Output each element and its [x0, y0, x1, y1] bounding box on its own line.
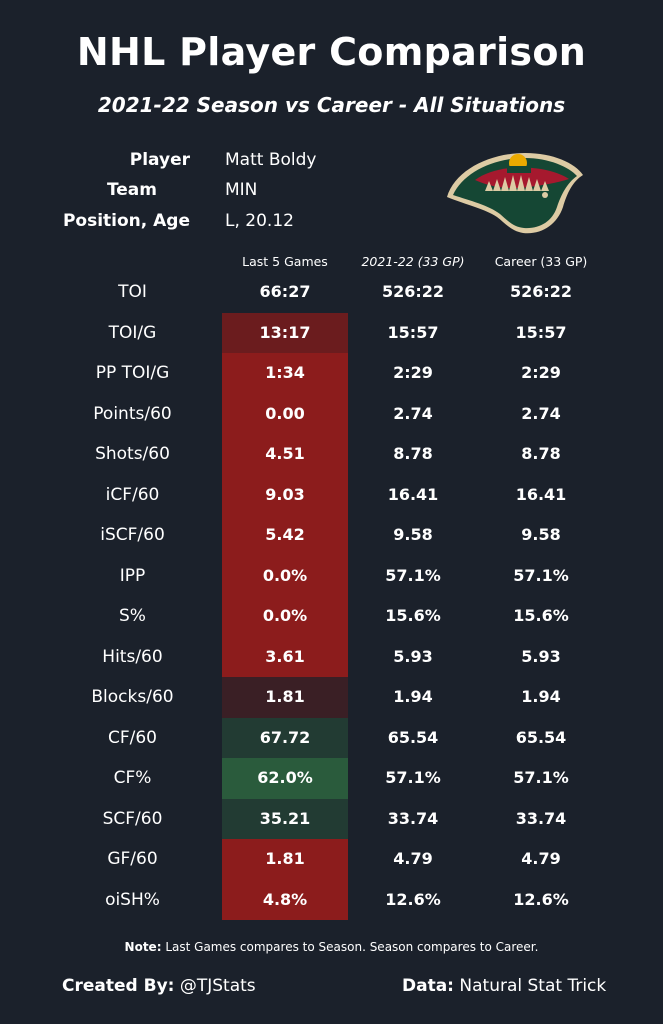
- row-label: SCF/60: [102, 808, 163, 829]
- row-label: CF%: [113, 768, 152, 788]
- cell-last5: 13:17: [222, 312, 348, 353]
- cell-season: 5.93: [393, 646, 433, 666]
- created-by-value: @TJStats: [179, 976, 256, 996]
- cell-career: 5.93: [521, 646, 561, 666]
- row-label: GF/60: [107, 849, 158, 869]
- row-label: IPP: [119, 565, 146, 586]
- page-subtitle: 2021-22 Season vs Career - All Situation…: [97, 93, 566, 117]
- row-label: Hits/60: [102, 646, 163, 667]
- cell-career: 65.54: [515, 727, 567, 747]
- cell-career: 526:22: [509, 282, 573, 301]
- cell-season: 526:22: [381, 282, 445, 301]
- cell-last5: 4.8%: [222, 879, 348, 920]
- logo-trees: [485, 175, 549, 191]
- column-header-last5: Last 5 Games: [242, 254, 328, 269]
- player-value: Matt Boldy: [225, 150, 317, 170]
- footnote-label: Note:: [124, 940, 162, 954]
- cell-career: 16.41: [515, 484, 567, 504]
- cell-last5: 0.0%: [222, 596, 348, 637]
- cell-last5: 0.00: [222, 393, 348, 434]
- cell-career: 57.1%: [513, 565, 569, 585]
- cell-career: 15:57: [515, 322, 567, 342]
- page-title: NHL Player Comparison: [76, 30, 587, 74]
- cell-season: 15.6%: [385, 606, 441, 625]
- row-label: TOI/G: [108, 322, 157, 343]
- player-label: Player: [129, 150, 190, 170]
- row-label: Blocks/60: [91, 687, 174, 707]
- cell-last5: 1.81: [222, 677, 348, 718]
- row-label: iSCF/60: [100, 525, 165, 545]
- data-source-label: Data:: [402, 976, 454, 996]
- cell-season: 9.58: [393, 525, 433, 544]
- cell-season: 12.6%: [385, 889, 441, 909]
- cell-season: 2:29: [393, 363, 433, 382]
- cell-season: 8.78: [393, 444, 433, 463]
- cell-season: 16.41: [387, 484, 439, 504]
- row-label: iCF/60: [105, 484, 160, 505]
- cell-career: 4.79: [521, 849, 561, 868]
- cell-career: 15.6%: [513, 606, 569, 625]
- cell-last5: 66:27: [259, 282, 311, 301]
- cell-career: 2:29: [521, 363, 561, 382]
- cell-career: 1.94: [521, 687, 561, 706]
- position-age-value: L, 20.12: [225, 211, 294, 231]
- cell-career: 33.74: [515, 808, 567, 828]
- created-by: Created By: @TJStats: [62, 976, 256, 996]
- cell-career: 8.78: [521, 444, 561, 463]
- row-label: Shots/60: [95, 444, 170, 464]
- cell-last5: 3.61: [222, 636, 348, 677]
- data-source-value: Natural Stat Trick: [459, 976, 607, 996]
- row-label: S%: [119, 606, 146, 626]
- cell-career: 12.6%: [513, 889, 569, 909]
- cell-season: 33.74: [387, 808, 439, 828]
- cell-last5: 1:34: [222, 353, 348, 394]
- cell-last5: 62.0%: [222, 758, 348, 799]
- row-label: CF/60: [107, 727, 157, 748]
- row-label: oiSH%: [105, 889, 160, 910]
- cell-last5: 4.51: [222, 434, 348, 475]
- cell-last5: 67.72: [222, 717, 348, 758]
- minnesota-wild-logo: [447, 153, 583, 234]
- cell-season: 1.94: [393, 687, 433, 706]
- cell-last5: 0.0%: [222, 555, 348, 596]
- row-label: PP TOI/G: [95, 363, 170, 383]
- cell-last5: 1.81: [222, 839, 348, 880]
- cell-career: 2.74: [521, 403, 561, 423]
- column-header-season: 2021-22 (33 GP): [361, 254, 465, 269]
- footnote-text: Last Games compares to Season. Season co…: [165, 940, 539, 954]
- cell-season: 57.1%: [385, 768, 441, 787]
- cell-career: 9.58: [521, 525, 561, 544]
- data-source: Data: Natural Stat Trick: [402, 976, 606, 996]
- logo-eye: [542, 192, 548, 198]
- cell-season: 57.1%: [385, 565, 441, 585]
- column-header-career: Career (33 GP): [494, 254, 588, 269]
- cell-last5: 35.21: [222, 798, 348, 839]
- row-label: Points/60: [93, 403, 172, 424]
- cell-season: 2.74: [393, 403, 433, 423]
- cell-season: 15:57: [387, 322, 439, 342]
- created-by-label: Created By:: [62, 976, 175, 996]
- position-age-label: Position, Age: [62, 211, 190, 231]
- row-label: TOI: [118, 282, 147, 302]
- cell-career: 57.1%: [513, 768, 569, 787]
- cell-last5: 5.42: [222, 515, 348, 556]
- team-label: Team: [106, 180, 157, 200]
- cell-season: 4.79: [393, 849, 433, 868]
- cell-season: 65.54: [387, 727, 439, 747]
- logo-sun-cut: [507, 166, 531, 173]
- footnote: Note: Last Games compares to Season. Sea…: [0, 940, 663, 954]
- cell-last5: 9.03: [222, 474, 348, 515]
- team-value: MIN: [225, 180, 258, 200]
